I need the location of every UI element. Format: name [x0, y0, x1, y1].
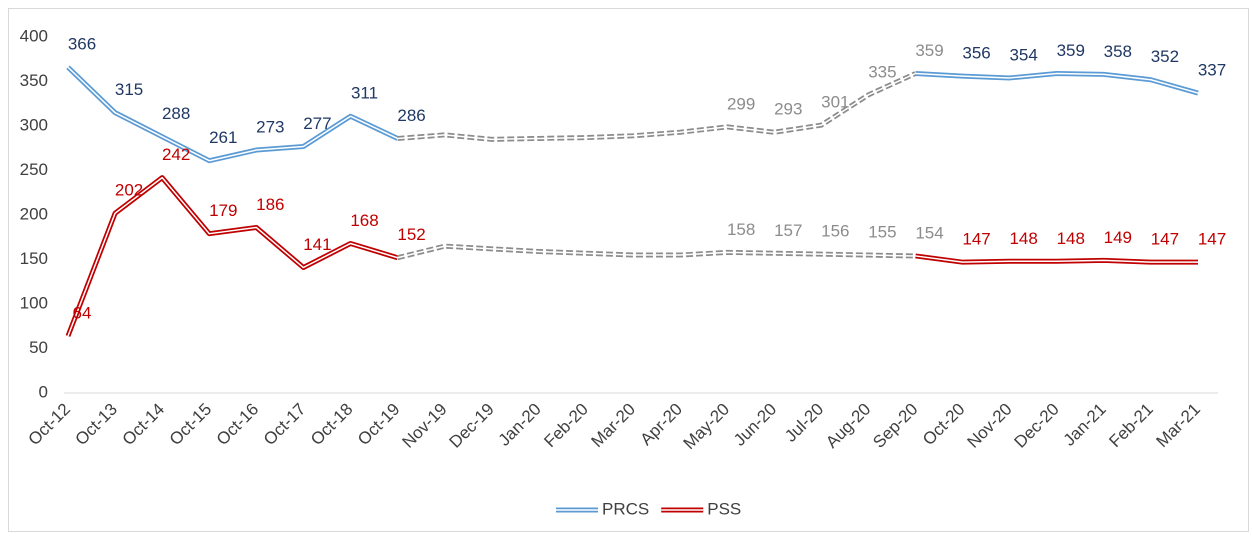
data-label: 147: [1151, 230, 1179, 249]
data-label: 152: [397, 225, 425, 244]
data-label: 352: [1151, 47, 1179, 66]
data-label: 242: [162, 145, 190, 164]
data-label: 356: [962, 44, 990, 63]
line-inner: [915, 255, 1198, 263]
data-label: 359: [1057, 41, 1085, 60]
legend-label: PRCS: [602, 499, 649, 518]
data-label: 168: [350, 211, 378, 230]
data-label: 64: [73, 304, 92, 323]
data-label: 311: [351, 84, 378, 103]
y-tick-label: 300: [20, 115, 48, 134]
data-label: 359: [915, 41, 943, 60]
y-tick-label: 200: [20, 204, 48, 223]
line-inner: [67, 176, 398, 337]
chart-frame: [8, 8, 1249, 532]
data-label: 358: [1104, 42, 1132, 61]
data-label: 299: [727, 94, 755, 113]
y-tick-label: 50: [29, 338, 48, 357]
data-label: 149: [1104, 228, 1132, 247]
legend-label: PSS: [707, 499, 741, 518]
line-inner: [397, 245, 916, 259]
data-label: 354: [1009, 45, 1037, 64]
data-label: 148: [1009, 229, 1037, 248]
y-tick-label: 150: [20, 249, 48, 268]
data-label: 315: [115, 80, 143, 99]
data-label: 293: [774, 100, 802, 119]
data-label: 179: [209, 201, 237, 220]
line-inner: [915, 72, 1199, 94]
data-label: 288: [162, 104, 190, 123]
y-tick-label: 100: [20, 293, 48, 312]
line-inner: [67, 66, 398, 162]
data-label: 337: [1198, 61, 1226, 80]
data-label: 147: [1198, 230, 1226, 249]
data-label: 286: [397, 106, 425, 125]
data-label: 148: [1057, 229, 1085, 248]
data-label: 261: [209, 128, 237, 147]
data-label: 335: [868, 62, 896, 81]
y-tick-label: 250: [20, 160, 48, 179]
data-label: 157: [774, 221, 802, 240]
data-label: 156: [821, 222, 849, 241]
data-label: 277: [303, 114, 331, 133]
y-tick-label: 400: [20, 26, 48, 45]
data-label: 301: [821, 93, 849, 112]
data-label: 186: [256, 195, 284, 214]
y-tick-label: 0: [39, 382, 48, 401]
line-inner: [397, 72, 916, 141]
data-label: 366: [68, 35, 96, 54]
data-label: 147: [962, 230, 990, 249]
data-label: 154: [915, 223, 943, 242]
data-label: 158: [727, 220, 755, 239]
data-label: 202: [115, 181, 143, 200]
data-label: 141: [303, 235, 331, 254]
data-label: 273: [256, 118, 284, 137]
data-label: 155: [868, 223, 896, 242]
y-tick-label: 350: [20, 71, 48, 90]
